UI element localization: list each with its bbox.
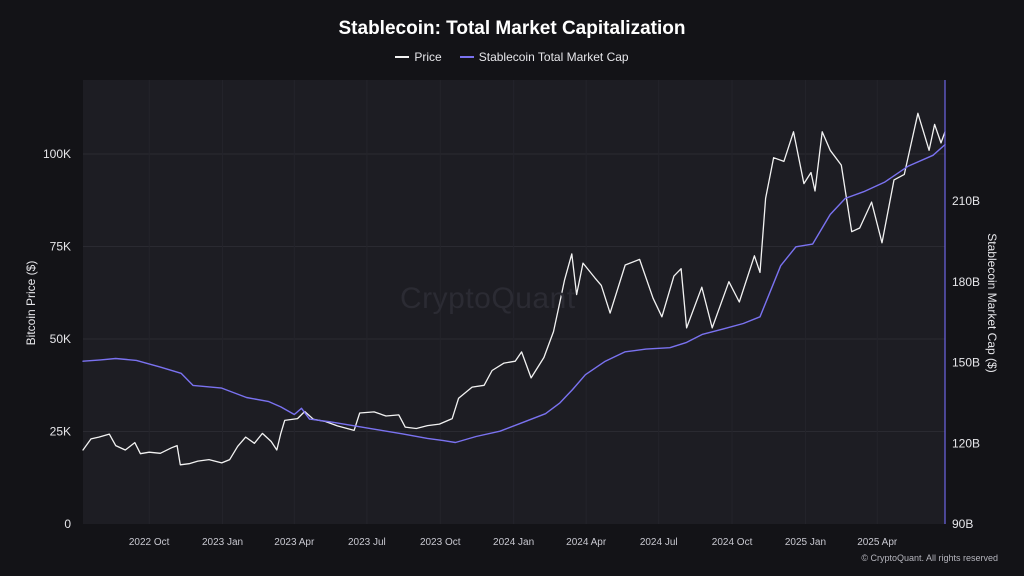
x-tick-label: 2024 Apr xyxy=(566,537,607,548)
right-tick-label: 150B xyxy=(952,356,980,370)
right-tick-label: 210B xyxy=(952,194,980,208)
x-tick-label: 2025 Jan xyxy=(785,537,826,548)
legend-label-price: Price xyxy=(414,50,442,64)
left-tick-label: 0 xyxy=(64,517,71,531)
left-tick-label: 25K xyxy=(50,425,71,439)
left-axis-ticks: 0 25K 50K 75K 100K xyxy=(43,147,71,531)
x-tick-label: 2024 Jul xyxy=(640,537,678,548)
chart-title: Stablecoin: Total Market Capitalization xyxy=(338,18,686,39)
legend-label-stablecoin: Stablecoin Total Market Cap xyxy=(478,50,629,64)
left-tick-label: 75K xyxy=(50,240,71,254)
right-tick-label: 90B xyxy=(952,517,973,531)
left-tick-label: 50K xyxy=(50,332,71,346)
legend-item-stablecoin[interactable]: Stablecoin Total Market Cap xyxy=(459,50,629,64)
x-axis-ticks: 2022 Oct 2023 Jan 2023 Apr 2023 Jul 2023 Oct… xyxy=(129,537,898,548)
left-axis-label: Bitcoin Price ($) xyxy=(24,260,38,346)
right-tick-label: 180B xyxy=(952,275,980,289)
x-tick-label: 2023 Apr xyxy=(274,537,315,548)
series-lines xyxy=(82,112,946,466)
x-tick-label: 2023 Jul xyxy=(348,537,386,548)
right-axis-ticks: 90B 120B 150B 180B 210B xyxy=(952,194,980,531)
x-tick-label: 2023 Oct xyxy=(420,537,461,548)
right-axis-label: Stablecoin Market Cap ($) xyxy=(985,233,999,373)
x-tick-label: 2025 Apr xyxy=(857,537,898,548)
legend-swatch-price xyxy=(395,56,410,58)
right-tick-label: 120B xyxy=(952,436,980,450)
left-tick-label: 100K xyxy=(43,147,71,161)
copyright-text: © CryptoQuant. All rights reserved xyxy=(861,553,998,563)
legend-swatch-stablecoin xyxy=(459,56,474,58)
stablecoin-market-cap-line xyxy=(82,143,946,444)
x-tick-label: 2023 Jan xyxy=(202,537,243,548)
x-tick-label: 2024 Oct xyxy=(712,537,753,548)
grid-lines xyxy=(83,80,945,524)
x-tick-label: 2024 Jan xyxy=(493,537,534,548)
chart-legend: Price Stablecoin Total Market Cap xyxy=(0,50,1024,64)
watermark: CryptoQuant xyxy=(400,282,576,315)
x-tick-label: 2022 Oct xyxy=(129,537,170,548)
legend-item-price[interactable]: Price xyxy=(395,50,442,64)
price-line xyxy=(82,112,946,466)
